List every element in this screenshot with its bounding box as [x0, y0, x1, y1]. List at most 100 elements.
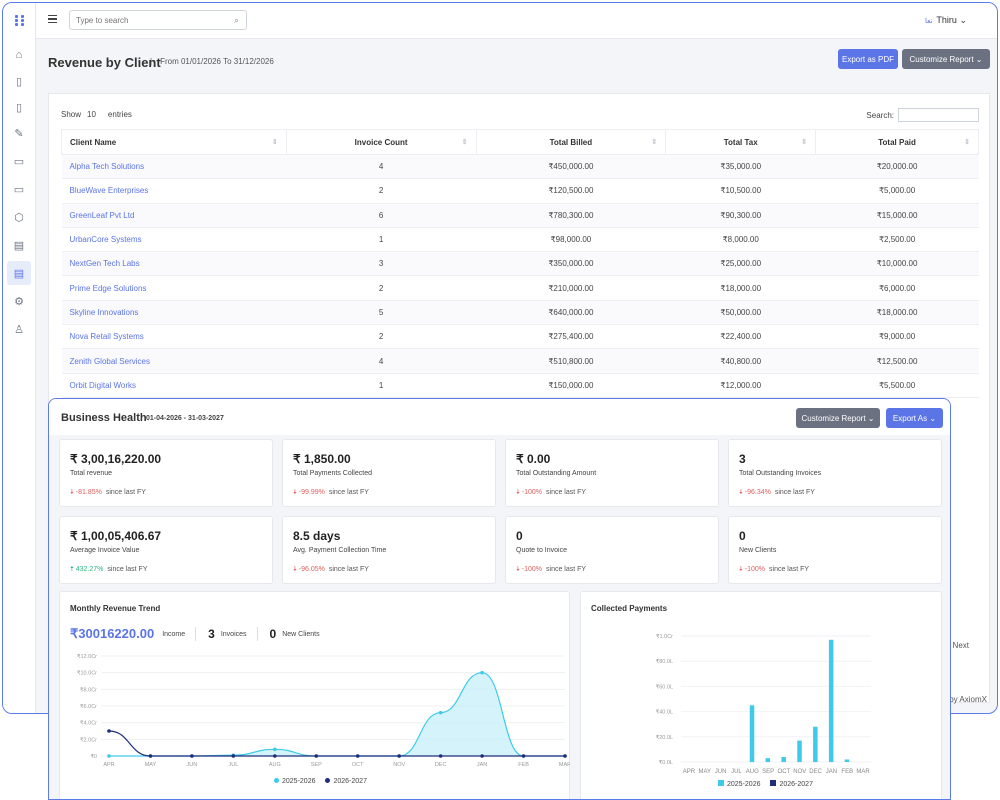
table-row: NextGen Tech Labs 3 ₹350,000.00 ₹25,000.00 ₹… — [61, 251, 979, 277]
client-name-link[interactable]: Alpha Tech Solutions — [61, 154, 287, 180]
column-header-client-name[interactable]: Client Name ⇕ — [61, 129, 287, 155]
chart-icon[interactable]: ▤ — [13, 239, 25, 252]
table-cell: 2 — [286, 275, 476, 301]
data-point — [273, 754, 277, 758]
x-tick-label: JUN — [187, 762, 198, 768]
table-cell: ₹210,000.00 — [476, 275, 666, 301]
x-tick-label: JUL — [228, 762, 238, 768]
client-name-link[interactable]: Zenith Global Services — [61, 348, 287, 374]
user-icon[interactable]: ♙ — [14, 323, 24, 336]
client-name-link[interactable]: Orbit Digital Works — [61, 373, 287, 398]
sort-icon[interactable]: ⇕ — [651, 139, 658, 146]
arrow-down-icon: 🠇 -100% — [516, 566, 543, 573]
x-tick-label: MAR — [856, 769, 870, 775]
sort-icon[interactable]: ⇕ — [801, 139, 808, 146]
entries-selector[interactable]: Show 10 entries — [61, 110, 138, 119]
table-row: Nova Retail Systems 2 ₹275,400.00 ₹22,400.0… — [61, 324, 979, 350]
business-health-header: Business Health 01-04-2026 - 31-03-2027 … — [49, 399, 950, 435]
client-name-link[interactable]: NextGen Tech Labs — [61, 251, 287, 277]
table-cell: ₹450,000.00 — [476, 154, 666, 180]
column-header-total-tax[interactable]: Total Tax ⇕ — [665, 129, 817, 155]
invoice-icon[interactable]: ▭ — [13, 155, 25, 168]
sidebar: ⌂ ▯ ▯ ✎ ▭ ▭ ⬡ ▤ ▤ ⚙ ♙ — [3, 3, 36, 713]
since-label: since last FY — [105, 489, 146, 496]
bar — [797, 740, 802, 762]
stat-label: Total Outstanding Invoices — [739, 470, 822, 477]
table-cell: ₹780,300.00 — [476, 203, 666, 228]
x-tick-label: NOV — [393, 762, 405, 768]
legend-item[interactable]: 2025-2026 — [718, 780, 760, 788]
book-icon[interactable]: ▯ — [15, 75, 23, 88]
column-header-total-billed[interactable]: Total Billed ⇕ — [475, 129, 667, 155]
settings-icon[interactable]: ⚙ — [14, 295, 24, 308]
client-name-link[interactable]: BlueWave Enterprises — [61, 178, 287, 204]
stat-card: 0 Quote to Invoice 🠇 -100% since last FY — [505, 516, 719, 584]
y-tick-label: ₹20.0L — [656, 734, 673, 741]
box-icon[interactable]: ⬡ — [14, 211, 24, 224]
table-cell: ₹40,800.00 — [665, 348, 816, 374]
table-cell: ₹5,500.00 — [815, 373, 979, 398]
legend-item[interactable]: 2026-2027 — [770, 780, 813, 788]
bar — [813, 726, 818, 762]
client-name-link[interactable]: GreenLeaf Pvt Ltd — [61, 203, 287, 228]
card-icon[interactable]: ▭ — [13, 183, 25, 196]
data-point — [438, 754, 443, 758]
collected-title: Collected Payments — [591, 604, 668, 613]
client-name-link[interactable]: Prime Edge Solutions — [61, 275, 287, 301]
client-name-link[interactable]: Nova Retail Systems — [61, 324, 287, 350]
chevron-down-icon: ⌄ — [959, 15, 967, 25]
table-cell: ₹98,000.00 — [476, 227, 666, 253]
table-cell: ₹5,000.00 — [815, 178, 979, 204]
column-header-total-paid[interactable]: Total Paid ⇕ — [815, 129, 979, 155]
menu-icon[interactable] — [48, 15, 57, 23]
sort-icon[interactable]: ⇕ — [271, 139, 278, 146]
reports-icon[interactable]: ▤ — [7, 261, 31, 285]
stat-change: 🠇 -100% since last FY — [739, 565, 809, 576]
legend-label: 2026-2027 — [779, 781, 813, 788]
revenue-trend-chart: ₹0 ₹2.0Cr ₹4.0Cr ₹6.0Cr ₹8.0Cr ₹10.0Cr ₹12.0Cr… — [77, 653, 570, 768]
x-tick-label: JUL — [731, 769, 742, 775]
entries-count[interactable]: 10 — [87, 110, 96, 119]
table-search-input[interactable] — [898, 108, 979, 122]
user-menu[interactable]: تعا Thiru ⌄ — [925, 15, 967, 26]
table-cell: ₹10,000.00 — [815, 251, 979, 277]
y-tick-label: ₹6.0Cr — [80, 703, 97, 710]
export-pdf-button[interactable]: Export as PDF — [838, 49, 898, 69]
table-cell: ₹640,000.00 — [476, 300, 666, 326]
customize-report-button[interactable]: Customize Report ⌄ — [796, 408, 880, 428]
show-label: Show — [61, 110, 82, 119]
trend-legend: 2025-2026 2026-2027 — [274, 778, 367, 785]
arrow-down-icon: 🠇 -99.99% — [293, 489, 325, 496]
column-header-label: Total Billed — [549, 137, 593, 147]
legend-item[interactable]: 2025-2026 — [274, 778, 315, 785]
customize-report-button[interactable]: Customize Report ⌄ — [902, 49, 990, 69]
legend-item[interactable]: 2026-2027 — [325, 778, 367, 785]
home-icon[interactable]: ⌂ — [15, 49, 23, 61]
sort-icon[interactable]: ⇕ — [964, 139, 970, 146]
x-tick-label: JUN — [715, 769, 727, 775]
user-badge: تعا — [924, 18, 933, 25]
series-line — [108, 730, 565, 757]
column-header-invoice-count[interactable]: Invoice Count ⇕ — [285, 129, 477, 155]
date-range-text: From 01/01/2026 To 31/12/2026 — [160, 57, 274, 66]
sort-icon[interactable]: ⇕ — [461, 139, 468, 146]
search-icon[interactable]: ⌕ — [233, 15, 239, 25]
table-row: UrbanCore Systems 1 ₹98,000.00 ₹8,000.00 ₹2,… — [61, 227, 979, 253]
export-as-button[interactable]: Export As ⌄ — [886, 408, 943, 428]
table-row: Prime Edge Solutions 2 ₹210,000.00 ₹18,000.… — [61, 275, 979, 301]
income-label: Income — [162, 630, 186, 638]
table-cell: 2 — [286, 324, 476, 350]
stat-label: Total Payments Collected — [293, 470, 372, 477]
new-clients-label: New Clients — [282, 630, 320, 638]
x-tick-label: DEC — [435, 762, 447, 768]
edit-document-icon[interactable]: ✎ — [14, 127, 24, 140]
table-cell: ₹35,000.00 — [665, 154, 816, 180]
table-cell: 4 — [286, 348, 476, 374]
search-input[interactable] — [70, 11, 220, 29]
footer-credit: by AxiomX — [949, 695, 987, 704]
client-name-link[interactable]: UrbanCore Systems — [61, 227, 287, 253]
client-name-link[interactable]: Skyline Innovations — [61, 300, 287, 326]
next-page-button[interactable]: Next — [952, 641, 969, 650]
document-icon[interactable]: ▯ — [15, 101, 23, 114]
app-logo-icon[interactable] — [15, 15, 25, 26]
